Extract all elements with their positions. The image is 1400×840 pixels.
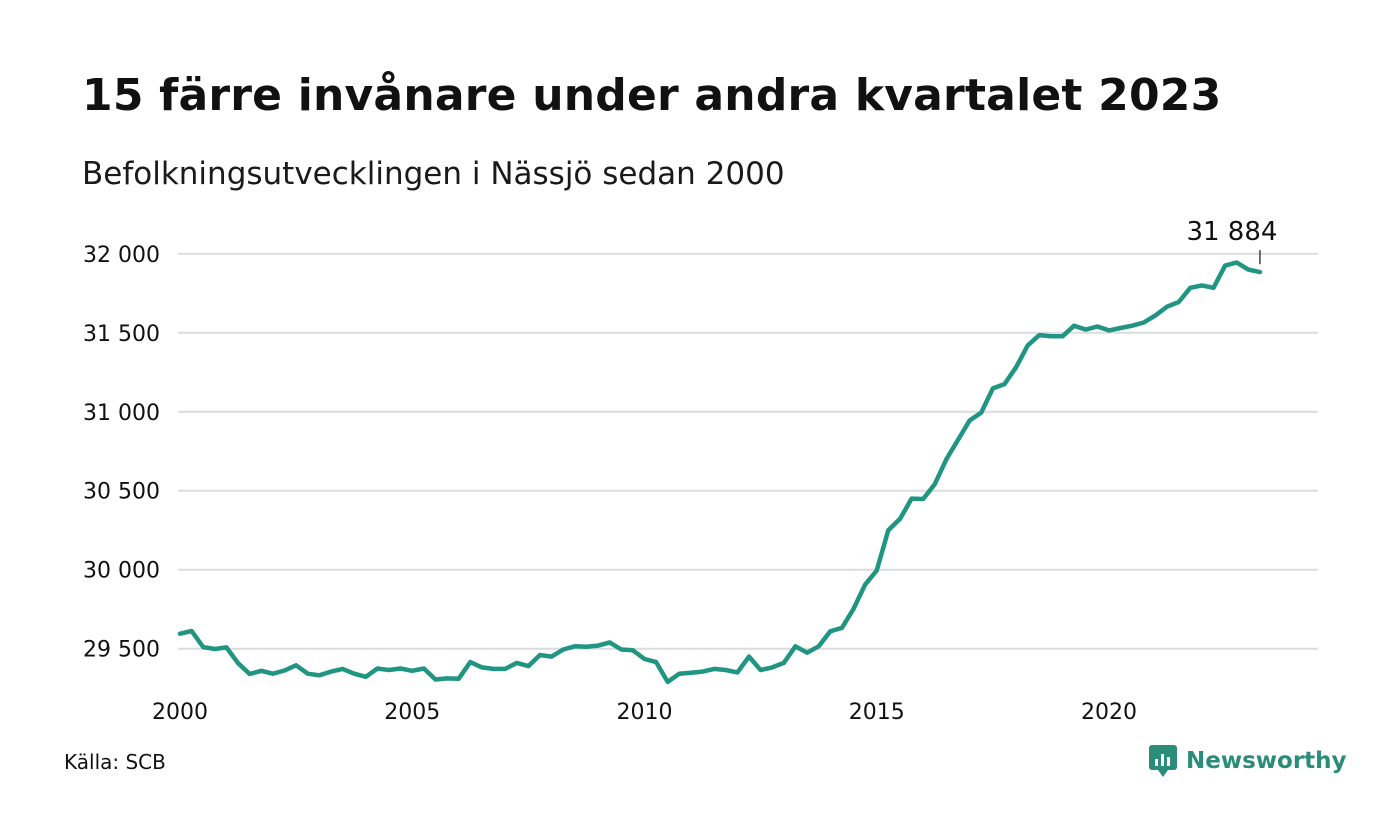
x-tick-label: 2005 xyxy=(384,700,440,725)
chart-title: 15 färre invånare under andra kvartalet … xyxy=(82,70,1222,121)
x-tick-label: 2020 xyxy=(1081,700,1137,725)
x-tick-label: 2000 xyxy=(152,700,208,725)
x-axis-tick-labels: 2000 2005 2010 2015 2020 xyxy=(152,700,1137,725)
last-value-label: 31 884 xyxy=(1186,217,1277,247)
x-tick-label: 2010 xyxy=(616,700,672,725)
brand-logo: Newsworthy xyxy=(1148,744,1347,778)
y-axis-tick-labels: 29 500 30 000 30 500 31 000 31 500 32 000 xyxy=(83,243,160,663)
y-tick-label: 31 500 xyxy=(83,322,160,347)
newsworthy-logo-icon xyxy=(1149,745,1177,777)
y-tick-label: 29 500 xyxy=(83,638,160,663)
x-tick-label: 2015 xyxy=(849,700,905,725)
source-note: Källa: SCB xyxy=(64,750,166,774)
gridlines xyxy=(178,252,1318,650)
chart-subtitle: Befolkningsutvecklingen i Nässjö sedan 2… xyxy=(82,156,785,192)
y-tick-label: 30 500 xyxy=(83,480,160,505)
brand-name: Newsworthy xyxy=(1186,748,1347,774)
y-tick-label: 32 000 xyxy=(83,243,160,268)
y-tick-label: 30 000 xyxy=(83,559,160,584)
population-line xyxy=(177,260,1263,685)
y-tick-label: 31 000 xyxy=(83,401,160,426)
